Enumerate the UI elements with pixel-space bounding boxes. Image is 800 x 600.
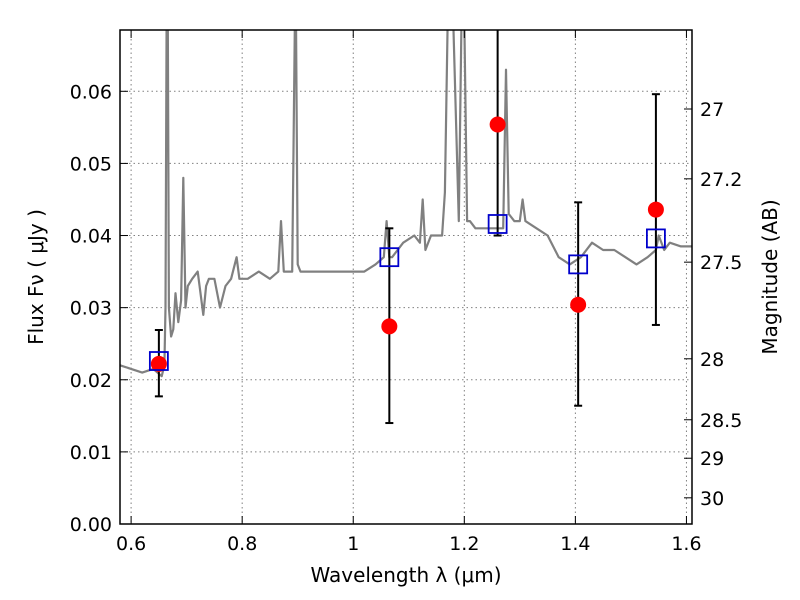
x-tick-label: 1.2 xyxy=(449,533,479,555)
y2-tick-label: 27.5 xyxy=(700,252,742,274)
grid xyxy=(120,30,692,525)
x-axis-label: Wavelength λ (μm) xyxy=(310,563,501,587)
x-tick-label: 1 xyxy=(347,533,359,555)
x-tick-label: 1.6 xyxy=(671,533,701,555)
synthetic-flux-square xyxy=(568,254,589,275)
observed-flux-point xyxy=(570,296,587,313)
observed-flux-point xyxy=(150,355,167,372)
x-tick-label: 0.8 xyxy=(227,533,257,555)
y-tick-label: 0.00 xyxy=(70,514,112,536)
x-tick-label: 0.6 xyxy=(116,533,146,555)
observed-flux-point xyxy=(647,201,664,218)
y2-tick-label: 28 xyxy=(700,349,724,371)
observed-flux-point xyxy=(489,116,506,133)
model-spectrum-line xyxy=(120,30,692,378)
y2-tick-label: 30 xyxy=(700,488,724,510)
y2-tick-label: 27.2 xyxy=(700,169,742,191)
axis-tick-labels: 0.6 0.8 1 1.2 1.4 1.6 0.00 0.01 0.02 0.03 0.04 0.05… xyxy=(70,81,743,555)
y-tick-label: 0.03 xyxy=(70,298,112,320)
synthetic-flux-square xyxy=(646,228,666,249)
y-tick-label: 0.06 xyxy=(70,81,112,103)
synthetic-flux-square xyxy=(148,351,169,371)
synthetic-flux-square xyxy=(487,214,508,234)
y2-axis-label: Magnitude (AB) xyxy=(758,199,782,354)
synthetic-flux-square xyxy=(379,247,400,268)
observed-flux-point xyxy=(381,318,398,335)
y2-tick-label: 27 xyxy=(700,99,724,121)
axis-ticks xyxy=(120,30,692,525)
y-axis-label: Flux Fν ( μJy ) xyxy=(24,209,48,345)
x-tick-label: 1.4 xyxy=(560,533,590,555)
y2-tick-label: 29 xyxy=(700,448,724,470)
plot-area xyxy=(120,30,692,425)
y-tick-label: 0.05 xyxy=(70,153,112,175)
plot-frame xyxy=(119,29,693,525)
y2-tick-label: 28.5 xyxy=(700,410,742,432)
y-tick-label: 0.04 xyxy=(70,226,112,248)
y-tick-label: 0.02 xyxy=(70,370,112,392)
y-tick-label: 0.01 xyxy=(70,442,112,464)
